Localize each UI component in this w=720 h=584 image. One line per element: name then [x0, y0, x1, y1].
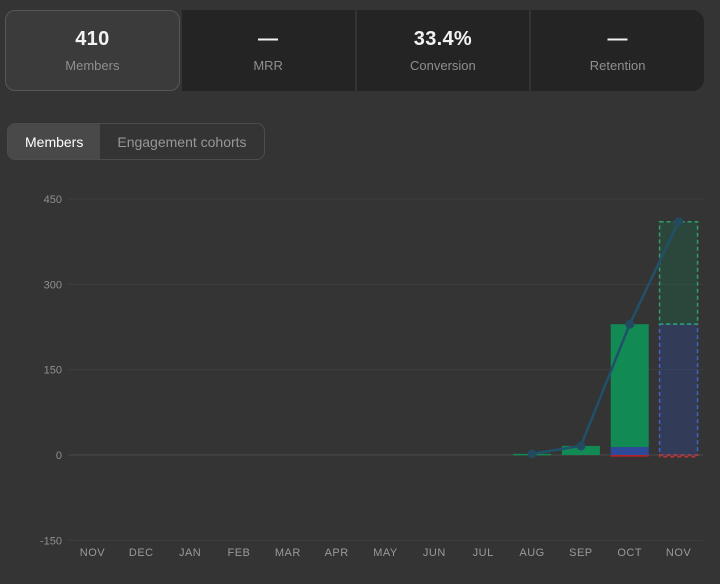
stat-card-conversion[interactable]: 33.4% Conversion: [356, 10, 530, 91]
y-axis-tick-label: -150: [40, 535, 62, 547]
members-count: 410: [75, 28, 110, 50]
x-axis-month-label: MAR: [275, 547, 301, 559]
conversion-value: 33.4%: [413, 28, 472, 50]
stat-card-retention[interactable]: — Retention: [531, 10, 704, 91]
chart-tabs: Members Engagement cohorts: [7, 123, 265, 160]
x-axis-month-label: JAN: [179, 547, 201, 559]
mrr-label: MRR: [253, 58, 283, 73]
x-axis-month-label: APR: [325, 547, 349, 559]
members-label: Members: [65, 58, 120, 73]
x-axis-month-label: MAY: [373, 547, 398, 559]
churned-members-projected-bar: [658, 454, 699, 458]
x-axis-month-label: NOV: [666, 547, 692, 559]
y-axis-tick-label: 450: [44, 194, 62, 206]
conversion-label: Conversion: [409, 58, 476, 73]
tab-members[interactable]: Members: [8, 124, 101, 159]
total-members-point: [625, 319, 635, 329]
stat-card-mrr[interactable]: — MRR: [181, 10, 355, 91]
y-axis-tick-label: 0: [56, 450, 62, 462]
x-axis-month-label: DEC: [129, 547, 154, 559]
new-members-bar: [561, 445, 600, 455]
existing-members-bar: [610, 447, 649, 455]
y-axis-tick-label: 300: [44, 279, 62, 291]
retention-value: —: [607, 28, 628, 50]
x-axis-month-label: JUN: [423, 547, 446, 559]
retention-label: Retention: [589, 58, 646, 73]
stats-row: 410 Members — MRR 33.4% Conversion — Ret…: [5, 10, 704, 91]
x-axis-month-label: JUL: [473, 547, 494, 559]
x-axis-month-label: OCT: [617, 547, 642, 559]
x-axis-month-label: NOV: [80, 547, 106, 559]
churned-members-bar: [610, 455, 649, 457]
new-members-projected-bar: [658, 221, 699, 325]
total-members-point: [576, 441, 586, 451]
total-members-point: [527, 449, 537, 459]
total-members-point: [674, 217, 684, 227]
stat-card-members[interactable]: 410 Members: [5, 10, 180, 91]
members-chart: 450 300 150 0 -150 NOV DEC JAN FEB MAR APR MAY JUN JU…: [0, 170, 720, 584]
tab-engagement-cohorts[interactable]: Engagement cohorts: [100, 124, 263, 159]
x-axis-month-label: SEP: [569, 547, 593, 559]
new-members-bar: [610, 324, 649, 448]
mrr-value: —: [257, 28, 279, 50]
existing-members-projected-bar: [658, 323, 699, 456]
y-axis-tick-label: 150: [44, 365, 62, 377]
x-axis-month-label: FEB: [228, 547, 251, 559]
total-members-line: [531, 221, 680, 456]
members-chart-svg: 450 300 150 0 -150 NOV DEC JAN FEB MAR APR MAY JUN JU…: [40, 194, 703, 559]
x-axis-month-label: AUG: [519, 547, 544, 559]
